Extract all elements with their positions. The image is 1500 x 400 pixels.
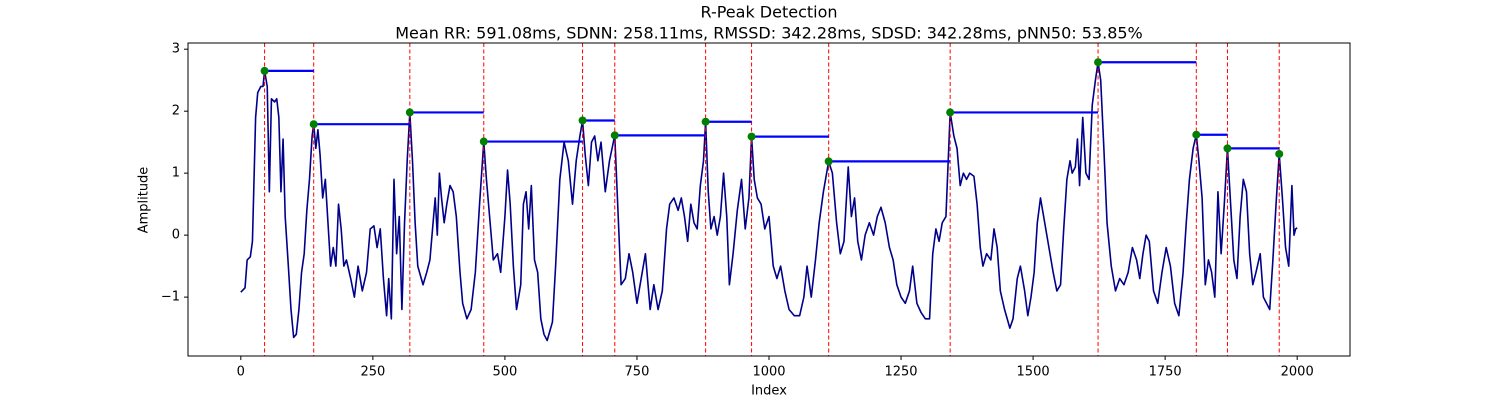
- x-tick-label: 500: [492, 365, 517, 380]
- x-tick-label: 250: [360, 365, 385, 380]
- peak-dot: [824, 157, 833, 166]
- peak-dot: [946, 108, 955, 117]
- peak-dot: [479, 137, 488, 146]
- x-axis-label: Index: [751, 384, 787, 399]
- signal-line: [240, 61, 1298, 342]
- y-tick-label: 3: [172, 42, 180, 57]
- peak-dot: [405, 108, 414, 117]
- chart-title: R-Peak Detection: [700, 3, 837, 22]
- y-tick-label: −1: [161, 290, 180, 305]
- peak-dot: [1192, 130, 1201, 139]
- x-tick-label: 1750: [1149, 365, 1182, 380]
- y-tick-label: 1: [172, 166, 180, 181]
- peak-dot: [701, 117, 710, 126]
- x-tick-label: 2000: [1281, 365, 1314, 380]
- x-tick-label: 1250: [884, 365, 917, 380]
- peak-dot: [1223, 144, 1232, 153]
- peak-dot: [747, 132, 756, 141]
- y-tick-label: 0: [172, 228, 180, 243]
- peak-dot: [260, 66, 269, 75]
- plot-frame: [187, 42, 1351, 357]
- peak-dot: [578, 116, 587, 125]
- y-axis-label: Amplitude: [137, 167, 152, 234]
- chart-subtitle: Mean RR: 591.08ms, SDNN: 258.11ms, RMSSD…: [395, 24, 1143, 43]
- peak-dot: [1275, 149, 1284, 158]
- peak-dot: [309, 120, 318, 129]
- x-tick-label: 750: [625, 365, 650, 380]
- peak-dot: [1094, 58, 1103, 67]
- x-tick-label: 0: [237, 365, 245, 380]
- peak-dot: [610, 131, 619, 140]
- x-tick-label: 1500: [1017, 365, 1050, 380]
- y-tick-label: 2: [172, 104, 180, 119]
- x-tick-label: 1000: [752, 365, 785, 380]
